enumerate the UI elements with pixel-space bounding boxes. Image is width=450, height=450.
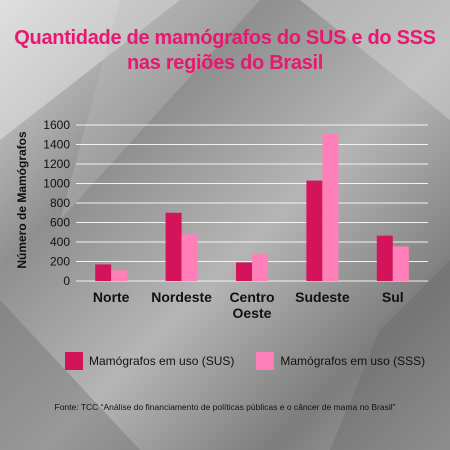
legend-item-sus: Mamógrafos em uso (SUS) — [65, 352, 234, 370]
x-tick-label: Nordeste — [151, 289, 212, 305]
x-tick-label: Sudeste — [295, 289, 350, 305]
bar-sus — [236, 262, 252, 281]
y-tick-label: 800 — [50, 196, 70, 210]
x-tick-label: Norte — [93, 289, 130, 305]
chart-title-line-1: Quantidade de mamógrafos do SUS e do SSS — [14, 27, 436, 49]
y-axis-label: Número de Mamógrafos — [15, 131, 29, 269]
y-tick-label: 400 — [50, 235, 70, 249]
y-tick-label: 600 — [50, 216, 70, 230]
y-tick-label: 200 — [50, 255, 70, 269]
bar-sus — [376, 235, 393, 281]
legend-swatch-sus — [65, 352, 83, 370]
legend-label-sus: Mamógrafos em uso (SUS) — [89, 354, 235, 368]
bar-sss — [392, 246, 409, 281]
legend-swatch-sss — [256, 352, 275, 370]
y-tick-label: 1600 — [43, 118, 70, 132]
bar-sus — [165, 212, 182, 281]
legend: Mamógrafos em uso (SUS) Mamógrafos em us… — [65, 352, 425, 370]
bar-sss — [322, 133, 339, 281]
bar-sss — [181, 234, 198, 281]
source-note: Fonte: TCC “Análise do financiamento de … — [54, 402, 396, 412]
x-tick-label: Sul — [382, 289, 404, 305]
y-tick-label: 1200 — [43, 157, 70, 171]
y-tick-label: 1000 — [43, 177, 70, 191]
chart-title-line-2: nas regiões do Brasil — [127, 52, 323, 74]
chart-title: Quantidade de mamógrafos do SUS e do SSS… — [0, 26, 450, 76]
bar-sss — [111, 270, 128, 281]
legend-item-sss: Mamógrafos em uso (SSS) — [256, 352, 425, 370]
bar-sus — [306, 180, 323, 281]
legend-label-sss: Mamógrafos em uso (SSS) — [280, 354, 426, 368]
y-tick-label: 0 — [63, 274, 70, 288]
bar-sss — [252, 254, 268, 281]
x-tick-label: Centro — [229, 289, 274, 305]
bar-sus — [95, 264, 112, 281]
x-tick-label: Oeste — [233, 305, 272, 321]
y-tick-label: 1400 — [43, 138, 70, 152]
